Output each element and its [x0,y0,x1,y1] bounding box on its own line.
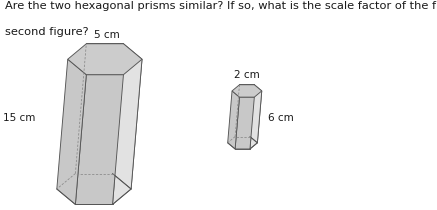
Polygon shape [250,85,262,143]
Polygon shape [113,59,142,205]
Polygon shape [228,91,239,149]
Text: 5 cm: 5 cm [94,30,120,39]
Polygon shape [250,91,262,149]
Text: 2 cm: 2 cm [234,70,260,80]
Text: 15 cm: 15 cm [3,113,35,123]
Polygon shape [75,75,123,205]
Polygon shape [68,44,142,75]
Text: 6 cm: 6 cm [268,113,294,123]
Polygon shape [113,44,142,189]
Text: second figure?: second figure? [5,27,89,37]
Polygon shape [235,97,254,149]
Polygon shape [232,85,262,97]
Text: Are the two hexagonal prisms similar? If so, what is the scale factor of the fir: Are the two hexagonal prisms similar? If… [5,1,437,11]
Polygon shape [57,59,86,205]
